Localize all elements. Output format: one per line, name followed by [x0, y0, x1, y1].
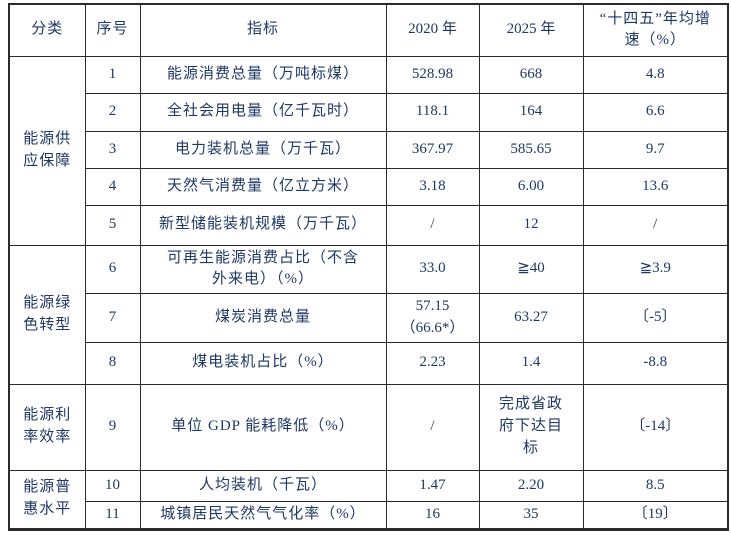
cell-indicator: 能源消费总量（万吨标煤） — [139, 55, 387, 94]
cell-no: 6 — [84, 244, 141, 294]
cell-2020: 367.97 — [385, 130, 480, 169]
cell-growth: 9.7 — [582, 130, 729, 169]
cell-indicator: 城镇居民天然气气化率（%） — [139, 500, 387, 530]
cell-2020: 3.18 — [385, 167, 480, 206]
cell-2025: 1.4 — [478, 341, 584, 385]
cell-2025: 2.20 — [478, 469, 584, 502]
category-cell-supply: 能源供 应保障 — [8, 55, 86, 246]
cell-2020: / — [385, 204, 480, 246]
cell-2020: 57.15 （66.6*） — [385, 293, 480, 343]
cell-2025: 12 — [478, 204, 584, 246]
header-indicator: 指标 — [139, 3, 387, 57]
table-row: 能源绿 色转型 6 可再生能源消费占比（不含 外来电）（%） 33.0 ≧40 … — [8, 244, 729, 385]
header-year-2025: 2025 年 — [478, 3, 584, 57]
cell-no: 9 — [84, 383, 141, 471]
cell-indicator: 煤炭消费总量 — [139, 293, 387, 343]
cell-no: 5 — [84, 204, 141, 246]
cell-2020: 1.47 — [385, 469, 480, 502]
table-row: 3 电力装机总量（万千瓦） 367.97 585.65 9.7 — [9, 130, 729, 169]
cell-growth: ≧3.9 — [582, 244, 729, 294]
cell-2020: 2.23 — [385, 341, 480, 385]
energy-indicator-table: 分类 序号 指标 2020 年 2025 年 “十四五”年均增 速（%） 能源供… — [8, 3, 729, 531]
cell-no: 8 — [84, 341, 141, 385]
category-cell-efficiency: 能源利 率效率 — [8, 383, 86, 471]
cell-growth: 〔-5〕 — [582, 293, 729, 343]
cell-2020: 33.0 — [385, 244, 480, 294]
cell-no: 7 — [84, 293, 141, 343]
cell-growth: 〔19〕 — [582, 500, 729, 530]
cell-2020: 16 — [385, 500, 480, 530]
cell-growth: 4.8 — [582, 55, 729, 94]
table-row: 能源供 应保障 1 能源消费总量（万吨标煤） 528.98 668 4.8 — [8, 55, 729, 246]
table-row: 4 天然气消费量（亿立方米） 3.18 6.00 13.6 — [9, 167, 729, 206]
cell-no: 10 — [84, 469, 141, 502]
cell-2020: 118.1 — [385, 92, 480, 132]
cell-indicator: 电力装机总量（万千瓦） — [139, 130, 387, 169]
table-row: 2 全社会用电量（亿千瓦时） 118.1 164 6.6 — [9, 92, 729, 132]
cell-growth: 6.6 — [582, 92, 729, 132]
cell-indicator: 单位 GDP 能耗降低（%） — [139, 383, 387, 471]
cell-2020: / — [385, 383, 480, 471]
cell-no: 4 — [84, 167, 141, 206]
table-row: 8 煤电装机占比（%） 2.23 1.4 -8.8 — [9, 341, 729, 385]
cell-2020: 528.98 — [385, 55, 480, 94]
cell-indicator: 可再生能源消费占比（不含 外来电）（%） — [139, 244, 387, 294]
header-index: 序号 — [84, 3, 141, 57]
cell-indicator: 全社会用电量（亿千瓦时） — [139, 92, 387, 132]
cell-growth: 8.5 — [582, 469, 729, 502]
category-cell-green: 能源绿 色转型 — [8, 244, 86, 385]
header-category: 分类 — [8, 3, 86, 57]
cell-no: 3 — [84, 130, 141, 169]
cell-2025: 完成省政 府下达目 标 — [478, 383, 584, 471]
cell-2025: 63.27 — [478, 293, 584, 343]
table-row: 5 新型储能装机规模（万千瓦） / 12 / — [9, 204, 729, 246]
cell-growth: 13.6 — [582, 167, 729, 206]
cell-2025: 6.00 — [478, 167, 584, 206]
cell-2025: 164 — [478, 92, 584, 132]
cell-indicator: 天然气消费量（亿立方米） — [139, 167, 387, 206]
table-row: 能源利 率效率 9 单位 GDP 能耗降低（%） / 完成省政 府下达目 标 〔… — [8, 383, 729, 471]
table-header-row: 分类 序号 指标 2020 年 2025 年 “十四五”年均增 速（%） — [8, 3, 729, 57]
cell-no: 11 — [84, 500, 141, 530]
header-year-2020: 2020 年 — [385, 3, 480, 57]
table-row: 11 城镇居民天然气气化率（%） 16 35 〔19〕 — [9, 500, 729, 530]
cell-no: 1 — [84, 55, 141, 94]
cell-growth: / — [582, 204, 729, 246]
table-row: 7 煤炭消费总量 57.15 （66.6*） 63.27 〔-5〕 — [9, 293, 729, 343]
cell-growth: 〔-14〕 — [582, 383, 729, 471]
cell-indicator: 新型储能装机规模（万千瓦） — [139, 204, 387, 246]
cell-2025: 585.65 — [478, 130, 584, 169]
cell-2025: 35 — [478, 500, 584, 530]
table-row: 能源普 惠水平 10 人均装机（千瓦） 1.47 2.20 8.5 — [8, 469, 729, 530]
cell-growth: -8.8 — [582, 341, 729, 385]
cell-indicator: 人均装机（千瓦） — [139, 469, 387, 502]
category-cell-welfare: 能源普 惠水平 — [8, 469, 86, 530]
header-growth: “十四五”年均增 速（%） — [582, 3, 729, 57]
cell-2025: ≧40 — [478, 244, 584, 294]
cell-indicator: 煤电装机占比（%） — [139, 341, 387, 385]
cell-2025: 668 — [478, 55, 584, 94]
cell-no: 2 — [84, 92, 141, 132]
